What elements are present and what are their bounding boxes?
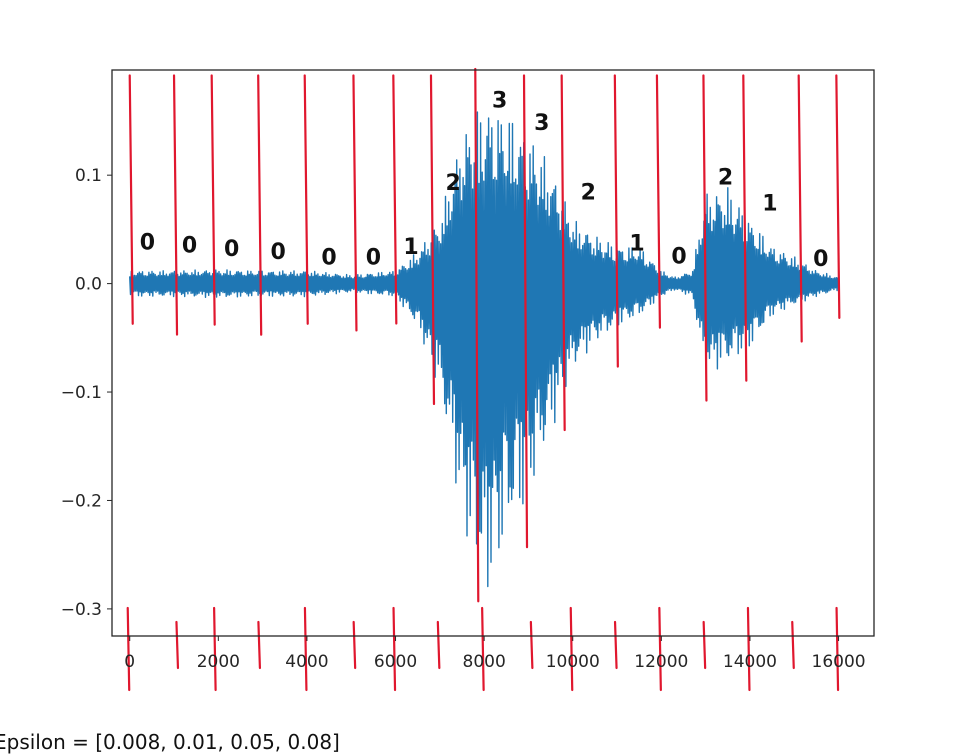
segment-line — [257, 74, 263, 336]
y-tick-label: −0.3 — [61, 600, 102, 620]
segment-line — [560, 74, 566, 432]
y-tick-label: 0.0 — [75, 275, 102, 295]
bottom-tick-marks — [126, 606, 840, 692]
x-tick-label: 12000 — [634, 652, 688, 672]
x-tick-label: 4000 — [285, 652, 328, 672]
segment-digit: 2 — [581, 181, 596, 206]
segment-line — [655, 74, 662, 329]
segment-line — [522, 74, 529, 549]
bottom-mark — [702, 620, 707, 670]
segment-digit: 0 — [224, 237, 239, 262]
segment-line — [128, 74, 134, 325]
segment-line — [702, 74, 708, 402]
segment-digit: 0 — [366, 246, 381, 271]
y-tick-label: 0.1 — [75, 166, 102, 186]
segment-line — [742, 74, 748, 382]
segment-line — [429, 74, 436, 406]
segment-digit: 0 — [270, 240, 285, 265]
segment-line — [797, 74, 803, 343]
bottom-mark — [352, 620, 357, 670]
bottom-mark — [791, 620, 795, 670]
bottom-mark — [175, 620, 180, 670]
bottom-mark — [658, 606, 662, 692]
plot-area-frame — [111, 69, 875, 637]
segment-digit: 1 — [629, 232, 644, 257]
x-tick-label: 10000 — [546, 652, 600, 672]
segment-digit: 0 — [182, 234, 197, 259]
segment-line — [172, 74, 179, 336]
bottom-mark — [436, 620, 441, 670]
bottom-mark — [392, 606, 397, 692]
bottom-mark — [835, 606, 840, 692]
x-tick-label: 2000 — [197, 652, 240, 672]
bottom-mark — [529, 620, 534, 670]
bottom-mark — [569, 606, 574, 692]
waveform-series — [129, 111, 839, 588]
segment-digit: 2 — [445, 171, 460, 196]
segment-line — [835, 74, 841, 319]
segment-line — [303, 74, 309, 325]
segment-digit: 0 — [671, 245, 686, 270]
x-tick-label: 0 — [124, 652, 135, 672]
bottom-mark — [613, 620, 618, 670]
x-axis: 0 2000 4000 6000 8000 10000 12000 14000 16000 — [124, 636, 866, 672]
segment-line — [392, 74, 398, 325]
segment-line — [352, 74, 358, 332]
segment-digit: 1 — [762, 191, 777, 216]
segment-digit: 1 — [403, 235, 418, 260]
segment-digit: 0 — [321, 246, 336, 271]
waveform-line — [129, 111, 839, 588]
y-tick-label: −0.2 — [61, 491, 102, 511]
segment-digit: 0 — [813, 247, 828, 272]
bottom-mark — [746, 606, 751, 692]
bottom-mark — [481, 606, 485, 692]
segment-digit: 0 — [140, 230, 155, 255]
bottom-mark — [257, 620, 262, 670]
x-tick-label: 6000 — [374, 652, 417, 672]
y-tick-label: −0.1 — [61, 383, 102, 403]
y-axis: 0.1 0.0 −0.1 −0.2 −0.3 — [61, 166, 112, 620]
x-tick-label: 8000 — [463, 652, 506, 672]
segment-digit: 2 — [718, 165, 733, 190]
bottom-mark — [126, 606, 131, 692]
x-tick-label: 14000 — [723, 652, 777, 672]
segment-digit: 3 — [534, 111, 549, 136]
segment-line — [613, 74, 619, 368]
segment-digit: 3 — [492, 88, 507, 113]
segment-line — [474, 67, 480, 603]
segment-lines — [128, 67, 841, 603]
segment-line — [210, 74, 216, 326]
bottom-mark — [213, 606, 217, 692]
bottom-mark — [303, 606, 308, 692]
x-tick-label: 16000 — [812, 652, 866, 672]
epsilon-caption: Epsilon = [0.008, 0.01, 0.05, 0.08] — [0, 730, 340, 754]
